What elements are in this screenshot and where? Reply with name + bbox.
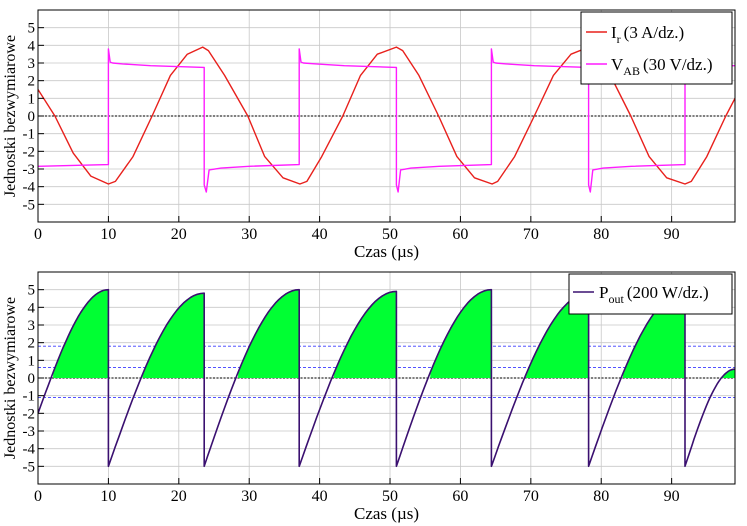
top-x-axis-label: Czas (µs) [354, 242, 419, 261]
bottom-x-tick-label: 50 [382, 488, 398, 505]
bottom-y-tick-label: 4 [28, 300, 36, 316]
bottom-y-tick-label: -2 [23, 406, 36, 422]
series-ir-line [38, 46, 735, 185]
bottom-x-tick-label: 60 [452, 488, 468, 505]
legend-entry-vab: VAB (30 V/dz.) [611, 55, 713, 78]
bottom-y-tick-label: -5 [23, 459, 36, 475]
top-x-tick-label: 10 [100, 226, 116, 243]
top-y-tick-label: -1 [23, 127, 36, 143]
bottom-x-tick-label: 10 [100, 488, 116, 505]
bottom-ticks: 0 10 20 30 40 50 60 70 80 90 -5-4 -3 -2-1 0 12 3 45 [23, 283, 680, 505]
bottom-x-tick-label: 80 [593, 488, 609, 505]
positive-power-area [53, 289, 109, 378]
bottom-y-tick-label: -1 [23, 389, 36, 405]
top-legend: Ir (3 A/dz.) VAB (30 V/dz.) [580, 11, 733, 85]
positive-power-area [238, 289, 300, 378]
top-y-tick-label: 3 [28, 56, 36, 72]
top-chart-panel: 0 10 20 30 40 50 60 70 80 90 -5-4 -3 -2-1 0 12 3 45 Czas… [2, 9, 736, 261]
bottom-x-tick-label: 0 [34, 488, 42, 505]
legend-entry-pout: Pout (200 W/dz.) [599, 283, 709, 306]
top-x-tick-label: 0 [34, 226, 42, 243]
bottom-y-tick-label: -4 [23, 442, 36, 458]
bottom-x-tick-label: 40 [312, 488, 328, 505]
positive-power-area [722, 369, 735, 378]
top-y-tick-label: 4 [28, 38, 36, 54]
top-y-tick-label: -5 [23, 197, 36, 213]
top-x-tick-label: 20 [171, 226, 187, 243]
bottom-x-axis-label: Czas (µs) [354, 504, 419, 523]
top-y-tick-label: 2 [28, 74, 36, 90]
top-y-tick-label: -4 [23, 180, 36, 196]
series-vab-line [38, 48, 735, 193]
top-x-tick-label: 80 [593, 226, 609, 243]
top-y-tick-label: -2 [23, 144, 36, 160]
top-y-tick-label: 1 [28, 91, 36, 107]
bottom-y-tick-label: 3 [28, 318, 36, 334]
top-x-tick-label: 30 [241, 226, 257, 243]
top-x-tick-label: 70 [523, 226, 539, 243]
bottom-y-tick-label: -3 [23, 424, 36, 440]
legend-entry-ir: Ir (3 A/dz.) [611, 23, 684, 46]
bottom-legend: Pout (200 W/dz.) [568, 273, 733, 315]
top-y-axis-label: Jednostki bezwymiarowe [2, 35, 19, 197]
top-x-tick-label: 90 [664, 226, 680, 243]
bottom-chart-panel: 0 10 20 30 40 50 60 70 80 90 -5-4 -3 -2-1 0 12 3 45 Czas… [2, 271, 736, 523]
bottom-x-tick-label: 70 [523, 488, 539, 505]
top-legend-box [580, 11, 733, 85]
top-y-tick-label: -3 [23, 162, 36, 178]
bottom-x-tick-label: 30 [241, 488, 257, 505]
bottom-y-tick-label: 2 [28, 336, 36, 352]
top-grid [37, 10, 735, 222]
top-y-tick-label: 0 [28, 109, 36, 125]
top-x-tick-label: 40 [312, 226, 328, 243]
top-ticks: 0 10 20 30 40 50 60 70 80 90 -5-4 -3 -2-1 0 12 3 45 [23, 21, 680, 243]
bottom-y-axis-label: Jednostki bezwymiarowe [2, 297, 19, 459]
top-chart-marks [38, 46, 735, 193]
bottom-x-tick-label: 20 [171, 488, 187, 505]
top-x-tick-label: 60 [452, 226, 468, 243]
bottom-legend-box [568, 273, 733, 315]
series-pout-line [38, 288, 735, 468]
bottom-y-tick-label: 0 [28, 371, 36, 387]
positive-power-area [333, 291, 397, 378]
positive-power-area [142, 293, 205, 378]
bottom-x-tick-label: 90 [664, 488, 680, 505]
top-x-tick-label: 50 [382, 226, 398, 243]
bottom-y-tick-label: 1 [28, 353, 36, 369]
bottom-chart-marks [38, 288, 735, 468]
top-y-tick-label: 5 [28, 21, 36, 37]
bottom-y-tick-label: 5 [28, 283, 36, 299]
positive-power-area [430, 289, 492, 378]
